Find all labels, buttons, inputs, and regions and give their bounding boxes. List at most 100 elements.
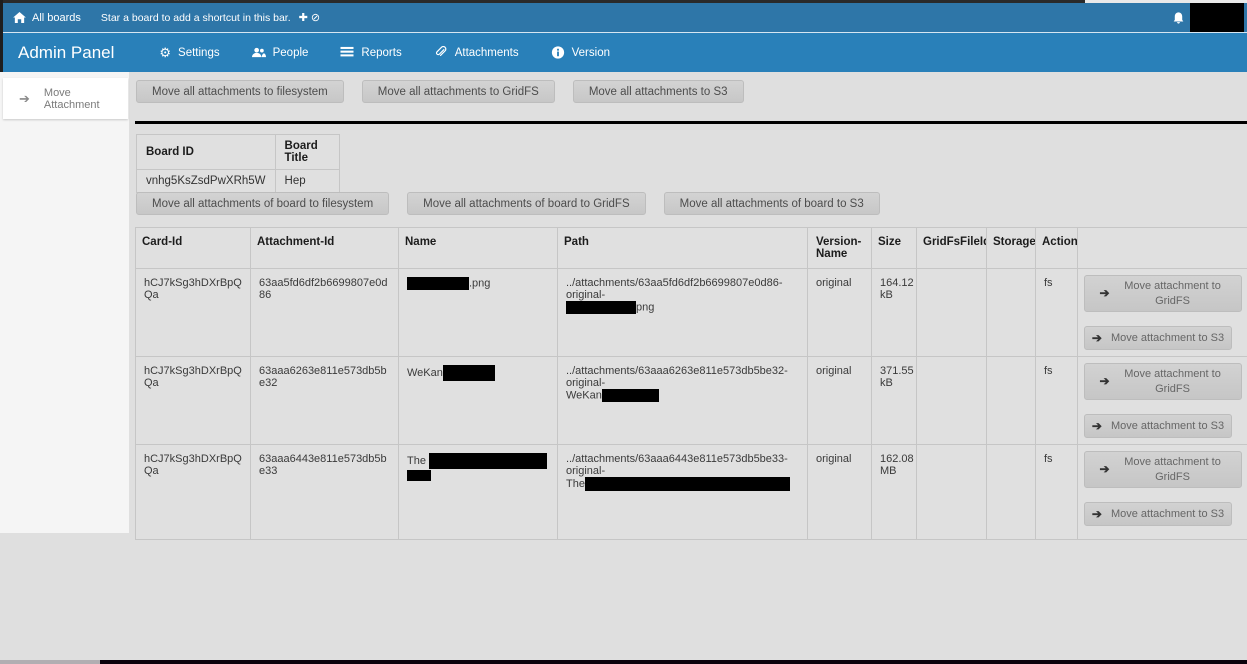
size-cell: 162.08 MB [871, 444, 917, 540]
nav-label: People [272, 46, 309, 59]
move-all-to-filesystem-button[interactable]: Move all attachments to filesystem [136, 80, 344, 103]
arrow-right-icon: ➔ [1099, 285, 1110, 300]
move-board-to-filesystem-button[interactable]: Move all attachments of board to filesys… [136, 192, 390, 215]
global-move-buttons: Move all attachments to filesystem Move … [136, 80, 744, 103]
storage-cell [986, 268, 1036, 357]
move-attachment-to-gridfs-button[interactable]: ➔ Move attachment to GridFS [1084, 275, 1242, 312]
redacted-user-menu[interactable] [1190, 3, 1244, 33]
size-cell: 371.55 kB [871, 356, 917, 445]
all-boards-label: All boards [32, 11, 81, 24]
move-board-to-s3-button[interactable]: Move all attachments of board to S3 [663, 192, 880, 215]
list-icon [340, 46, 354, 57]
arrow-right-icon: ➔ [1091, 419, 1102, 433]
info-icon [551, 46, 564, 59]
nav-item-version[interactable]: Version [551, 46, 610, 59]
redacted-text [407, 469, 431, 481]
arrow-right-icon: ➔ [19, 90, 30, 106]
sidebar-item-label: Move Attachment [43, 86, 100, 111]
board-row: vnhg5KsZsdPwXRh5W Hep [136, 169, 340, 193]
move-attachment-to-gridfs-button[interactable]: ➔ Move attachment to GridFS [1084, 363, 1242, 400]
window-top-edge-right [1085, 0, 1247, 3]
size-cell: 164.12 kB [871, 268, 917, 357]
window-bottom-edge-left [0, 660, 100, 664]
path-cell: ../attachments/63aaa6443e811e573db5be33-… [557, 444, 808, 540]
redacted-text [442, 365, 495, 381]
move-all-to-gridfs-button[interactable]: Move all attachments to GridFS [361, 80, 555, 103]
home-icon [13, 12, 26, 23]
star-hint-text: Star a board to add a shortcut in this b… [100, 11, 291, 24]
nav-item-reports[interactable]: Reports [340, 46, 402, 59]
board-id-header: Board ID [136, 134, 276, 170]
nav-item-people[interactable]: People [251, 46, 309, 59]
admin-header-bar: Admin Panel ⚙ Settings People Reports At… [3, 32, 1247, 72]
all-boards-link[interactable]: All boards [13, 12, 81, 24]
redacted-text [429, 453, 548, 469]
path-line1: ../attachments/63aa5fd6df2b6699807e0d86-… [566, 277, 783, 301]
window-bottom-edge [100, 660, 1247, 664]
storage-cell [986, 444, 1036, 540]
arrow-right-icon: ➔ [1091, 331, 1102, 345]
path-suffix: png [636, 301, 655, 314]
attachment-id-cell: 63aa5fd6df2b6699807e0d86 [250, 268, 399, 357]
sidebar: ➔ Move Attachment [0, 72, 129, 533]
move-all-to-s3-button[interactable]: Move all attachments to S3 [572, 80, 744, 103]
nav-label: Settings [178, 46, 220, 59]
name-cell: WeKan [398, 356, 558, 445]
col-path: Path [557, 227, 808, 269]
version-cell: original [807, 268, 872, 357]
ban-icon: ⊘ [310, 12, 324, 24]
board-title-header: Board Title [274, 134, 340, 170]
attachment-id-cell: 63aaa6263e811e573db5be32 [250, 356, 399, 445]
gear-icon: ⚙ [159, 45, 172, 60]
attachment-id-cell: 63aaa6443e811e573db5be33 [250, 444, 399, 540]
storage-cell [986, 356, 1036, 445]
version-cell: original [807, 356, 872, 445]
name-cell: .png [398, 268, 558, 357]
action-cell: fs [1035, 268, 1078, 357]
col-buttons [1077, 227, 1247, 269]
nav-item-attachments[interactable]: Attachments [434, 46, 519, 59]
col-version-name: Version-Name [807, 227, 872, 269]
card-id-cell: hCJ7kSg3hDXrBpQQa [135, 268, 251, 357]
move-attachment-to-s3-button[interactable]: ➔ Move attachment to S3 [1084, 414, 1232, 438]
path-cell: ../attachments/63aaa6263e811e573db5be32-… [557, 356, 808, 445]
sidebar-item-move-attachment[interactable]: ➔ Move Attachment [3, 78, 128, 119]
plus-icon: ✚ [298, 12, 311, 24]
board-title-cell: Hep [274, 169, 340, 193]
row-buttons-cell: ➔ Move attachment to GridFS ➔ Move attachm… [1077, 268, 1247, 357]
path-line1: ../attachments/63aaa6263e811e573db5be32-… [566, 365, 788, 389]
col-size: Size [871, 227, 917, 269]
path-cell: ../attachments/63aa5fd6df2b6699807e0d86-… [557, 268, 808, 357]
path-line1: ../attachments/63aaa6443e811e573db5be33-… [566, 453, 788, 477]
nav-item-settings[interactable]: ⚙ Settings [159, 46, 219, 59]
col-attachment-id: Attachment-Id [250, 227, 399, 269]
action-cell: fs [1035, 444, 1078, 540]
redacted-text [584, 477, 790, 491]
gridfsfileid-cell [916, 444, 987, 540]
move-attachment-to-s3-button[interactable]: ➔ Move attachment to S3 [1084, 326, 1232, 350]
path-prefix: WeKan [566, 389, 602, 402]
redacted-text [407, 277, 469, 290]
path-prefix: The [566, 477, 585, 490]
attachment-row: hCJ7kSg3hDXrBpQQa 63aa5fd6df2b6699807e0d… [135, 268, 1247, 357]
name-prefix: The [407, 454, 426, 467]
name-prefix: WeKan [407, 366, 443, 379]
col-name: Name [398, 227, 558, 269]
name-suffix: .png [469, 277, 491, 290]
action-cell: fs [1035, 356, 1078, 445]
move-board-to-gridfs-button[interactable]: Move all attachments of board to GridFS [407, 192, 646, 215]
arrow-right-icon: ➔ [1099, 373, 1110, 388]
hint-icons: ✚⊘ [299, 11, 323, 24]
row-buttons-cell: ➔ Move attachment to GridFS ➔ Move attachm… [1077, 444, 1247, 540]
move-attachment-to-s3-button[interactable]: ➔ Move attachment to S3 [1084, 502, 1232, 526]
move-attachment-to-gridfs-button[interactable]: ➔ Move attachment to GridFS [1084, 451, 1242, 488]
notifications-bell-icon[interactable] [1172, 11, 1185, 25]
col-action: Action [1035, 227, 1078, 269]
divider [135, 121, 1247, 124]
people-icon [251, 47, 266, 58]
nav-label: Attachments [454, 46, 519, 59]
nav-label: Version [571, 46, 610, 59]
board-table: Board ID Board Title vnhg5KsZsdPwXRh5W H… [136, 134, 340, 193]
attachment-row: hCJ7kSg3hDXrBpQQa 63aaa6263e811e573db5be… [135, 356, 1247, 445]
